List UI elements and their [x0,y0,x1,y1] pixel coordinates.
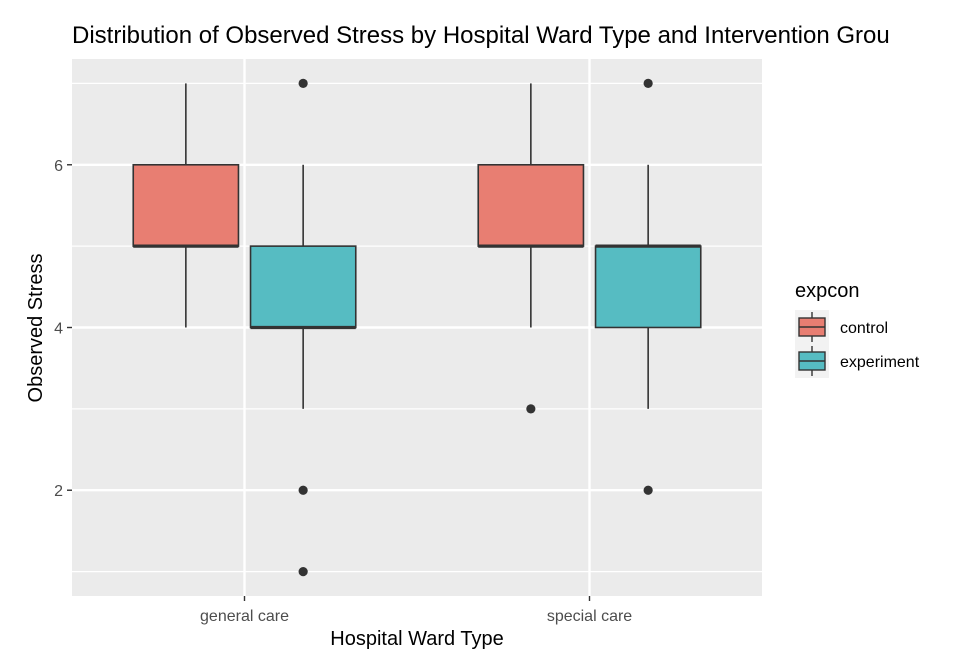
axes: 2 4 6 general care special care [54,158,632,625]
box-body [594,245,702,329]
y-axis-title: Observed Stress [25,254,47,403]
box-body [249,245,357,329]
legend: expcon control experiment [795,280,920,378]
legend-title: expcon [795,280,860,302]
box-control [477,83,585,414]
box-control [132,83,240,328]
box-body [132,163,240,247]
box-experiment [249,78,357,577]
box-experiment [594,78,702,495]
y-tick-label: 6 [54,158,63,175]
legend-label: control [840,320,888,337]
x-axis-title: Hospital Ward Type [330,628,503,650]
outlier-point [298,78,308,89]
x-tick-label: general care [200,608,289,625]
y-tick-label: 2 [54,483,63,500]
chart-title: Distribution of Observed Stress by Hospi… [72,22,890,49]
x-tick-label: special care [547,608,632,625]
legend-label: experiment [840,354,920,371]
outlier-point [298,566,308,577]
box-plots [132,78,702,577]
y-tick-label: 4 [54,321,63,338]
outlier-point [298,485,308,495]
outlier-point [643,485,653,495]
box-body [477,163,585,247]
outlier-point [526,404,536,414]
outlier-point [643,78,653,89]
legend-item-control: control [795,310,888,344]
legend-item-experiment: experiment [795,344,920,378]
